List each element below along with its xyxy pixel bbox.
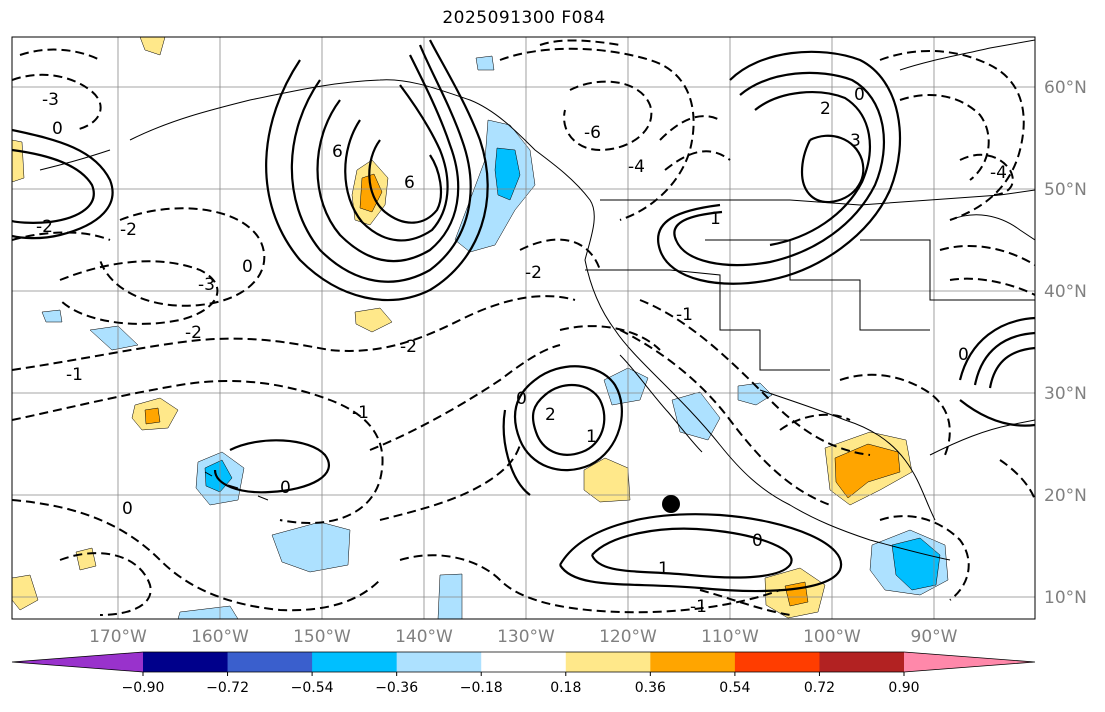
shade-yellow-nw [12, 139, 25, 183]
colorbar-ticks: −0.90 −0.72 −0.54 −0.36 −0.18 0.18 0.36 0.54 0.7… [122, 672, 920, 696]
colorbar-tick-label: 0.72 [804, 680, 835, 696]
colorbar-segment [734, 652, 820, 672]
contour-label: 2 [545, 405, 556, 425]
colorbar-extend-min [12, 652, 143, 672]
contour-label: 1 [658, 559, 669, 579]
latitude-labels: 60°N 50°N 40°N 30°N 20°N 10°N [1044, 78, 1087, 608]
contour-label: 2 [820, 99, 831, 119]
contour-label: -4 [628, 157, 645, 177]
shade-light-blue-misc2 [41, 309, 63, 323]
contour-label: 0 [280, 478, 291, 498]
contour-label: -2 [400, 337, 417, 357]
lat-label: 50°N [1044, 180, 1087, 200]
colorbar-segment [819, 652, 905, 672]
colorbar-tick-label: −0.36 [375, 680, 418, 696]
map-frame [11, 36, 1036, 620]
contour-label: 0 [752, 531, 763, 551]
colorbar-extend-max [904, 652, 1035, 672]
contour-label: 1 [586, 427, 597, 447]
contour-label: -2 [120, 220, 137, 240]
contour-labels: 0 -3 -2 -1 -3 -2 -2 6 6 -2 -6 -4 -2 -1 0… [36, 85, 1007, 617]
shade-blue-bc [494, 147, 521, 201]
lon-label: 150°W [293, 627, 351, 647]
colorbar-segment [481, 652, 567, 672]
contour-label: -2 [525, 263, 542, 283]
contour-label: -1 [690, 597, 707, 617]
colorbar-segment [312, 652, 398, 672]
shade-orange-texas [834, 443, 901, 499]
colorbar-tick-label: 0.90 [888, 680, 919, 696]
colorbar-segment [565, 652, 651, 672]
contours-negative [12, 39, 1035, 616]
map-background [12, 37, 1035, 619]
colorbar-segment [396, 652, 482, 672]
contour-label: 0 [958, 345, 969, 365]
colorbar-tick-label: 0.36 [635, 680, 666, 696]
shade-yellow-mexico-w [583, 457, 631, 503]
contour-label: 6 [404, 173, 415, 193]
colorbar-tick-label: 0.54 [719, 680, 750, 696]
lat-label: 10°N [1044, 588, 1087, 608]
longitude-labels: 170°W 160°W 150°W 140°W 130°W 120°W 110°… [89, 627, 958, 647]
contour-label: 6 [332, 142, 343, 162]
shade-orange-hawaii-w [144, 407, 161, 425]
shade-yellow-small [354, 307, 393, 333]
contour-label: -4 [990, 163, 1007, 183]
colorbar-tick-label: −0.18 [460, 680, 503, 696]
contour-label: 0 [122, 499, 133, 519]
contour-label: -1 [352, 403, 369, 423]
colorbar-segment [143, 652, 229, 672]
shade-light-blue-misc1 [89, 325, 139, 351]
map-title: 2025091300 F084 [442, 8, 606, 28]
shade-yellow-sw-small [12, 574, 39, 611]
lat-label: 20°N [1044, 486, 1087, 506]
lat-label: 40°N [1044, 282, 1087, 302]
contour-label: -1 [676, 305, 693, 325]
colorbar-tick-label: −0.72 [206, 680, 249, 696]
contour-label: -3 [42, 90, 59, 110]
contour-label: 1 [710, 209, 721, 229]
lon-label: 160°W [191, 627, 249, 647]
colorbar-segment [227, 652, 313, 672]
colorbar [11, 651, 1036, 673]
lat-label: 60°N [1044, 78, 1087, 98]
contour-label: 0 [516, 389, 527, 409]
contour-label: 0 [242, 257, 253, 277]
colorbar-tick-label: −0.90 [122, 680, 165, 696]
contour-label: 0 [52, 119, 63, 139]
shade-light-blue-tx [737, 382, 773, 406]
shade-light-blue-nbc [475, 55, 495, 71]
shade-yellow-n [139, 37, 166, 56]
contours-positive [12, 39, 1035, 593]
lon-label: 90°W [911, 627, 958, 647]
colorbar-tick-label: −0.54 [291, 680, 334, 696]
contour-label: 0 [854, 85, 865, 105]
colorbar-segment [650, 652, 736, 672]
contour-label: -1 [66, 365, 83, 385]
shade-light-blue-baja [603, 367, 649, 406]
lat-label: 30°N [1044, 384, 1087, 404]
contour-label: -2 [36, 217, 53, 237]
contour-label: -2 [185, 323, 202, 343]
lon-label: 170°W [89, 627, 147, 647]
gridlines [12, 37, 1035, 619]
contour-label: -3 [198, 275, 215, 295]
shade-light-blue-bottom [437, 573, 463, 619]
lon-label: 130°W [497, 627, 555, 647]
lon-label: 110°W [701, 627, 759, 647]
shade-light-blue-sw [177, 605, 239, 619]
storm-center-dot [662, 495, 680, 513]
lon-label: 120°W [599, 627, 657, 647]
lon-label: 140°W [395, 627, 453, 647]
lon-label: 100°W [803, 627, 861, 647]
colorbar-tick-label: 0.18 [550, 680, 581, 696]
contour-label: 3 [850, 131, 861, 151]
contour-label: -6 [584, 123, 601, 143]
shade-blue-ca [891, 537, 941, 591]
